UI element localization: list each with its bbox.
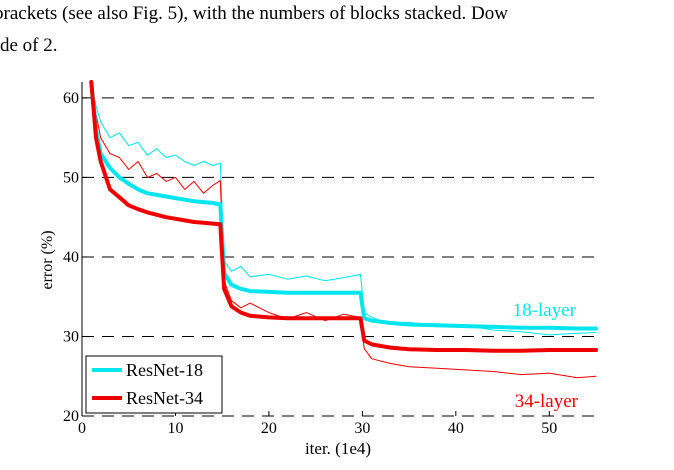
x-tick-label-10: 10 [167, 420, 183, 437]
x-tick-label-30: 30 [354, 420, 370, 437]
x-axis-label: iter. (1e4) [305, 439, 371, 458]
y-tick-label-40: 40 [63, 249, 79, 266]
x-tick-label-20: 20 [261, 420, 277, 437]
series-line-resnet-18 [89, 80, 598, 331]
x-tick-label-40: 40 [448, 420, 464, 437]
legend-label-resnet-34: ResNet-34 [126, 388, 203, 408]
y-tick-label-50: 50 [63, 169, 79, 186]
y-tick-label-60: 60 [63, 90, 79, 107]
caption-line-2: de of 2. [0, 35, 58, 56]
series-label-34-layer: 34-layer [515, 391, 579, 412]
x-tick-label-50: 50 [541, 420, 557, 437]
caption-line-1: brackets (see also Fig. 5), with the num… [0, 3, 508, 24]
x-tick-label-0: 0 [78, 420, 86, 437]
series-lines [89, 80, 598, 379]
series-label-18-layer: 18-layer [513, 300, 577, 321]
tick-labels: 20 30 40 50 60 0 10 20 30 40 50 [63, 90, 557, 437]
series-line-resnet-18-train [90, 81, 597, 336]
legend: ResNet-18 ResNet-34 [85, 355, 223, 414]
y-tick-label-20: 20 [63, 408, 79, 425]
axes [81, 82, 596, 417]
series-line-resnet-34 [89, 80, 598, 353]
grid-lines [82, 97, 596, 337]
legend-label-resnet-18: ResNet-18 [126, 360, 203, 380]
series-line-resnet-34-train [90, 81, 597, 379]
y-axis-label: error (%) [39, 230, 56, 289]
legend-box [85, 355, 223, 414]
y-tick-label-30: 30 [63, 328, 79, 345]
